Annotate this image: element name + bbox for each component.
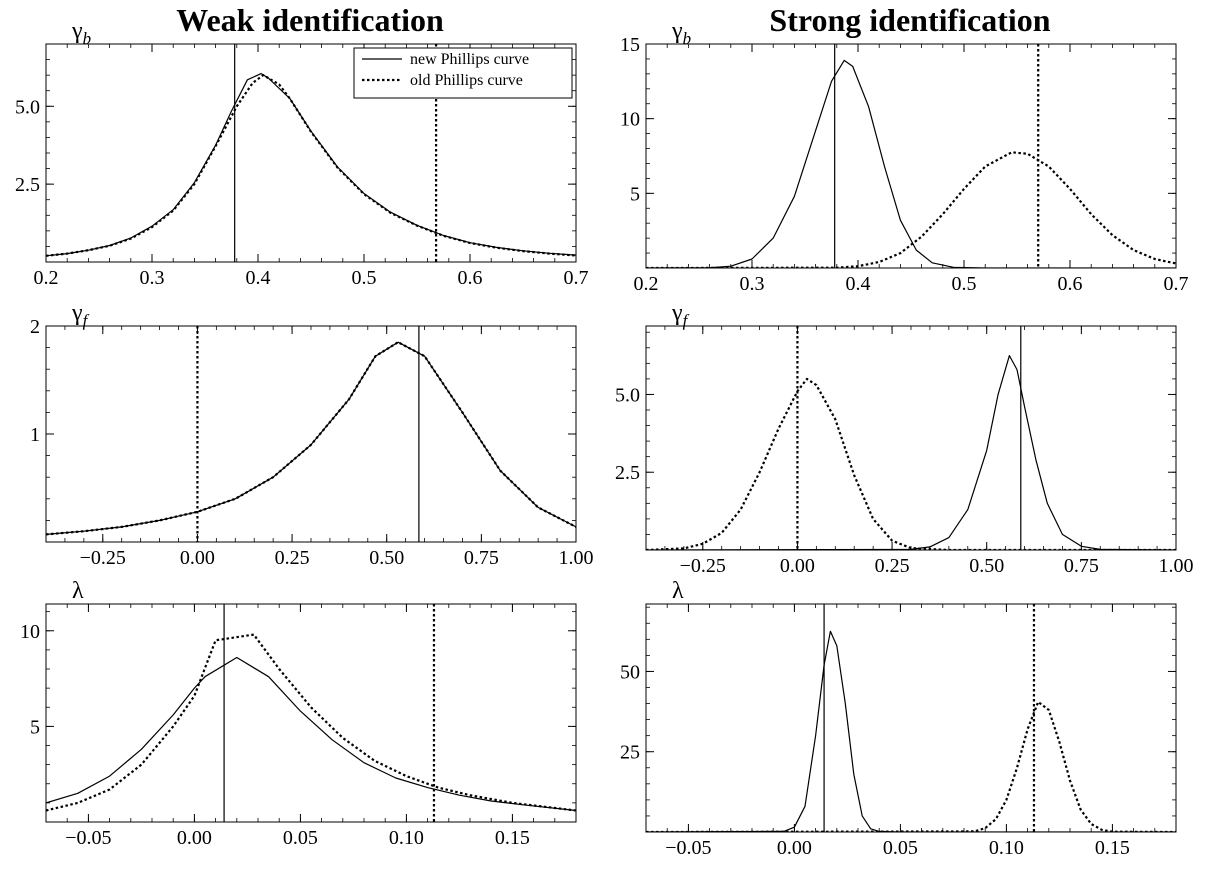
panel-strong-gamma-b: 0.2 0.3 0.4 0.5 0.6 0.7 5 10 15 γb <box>620 18 1189 295</box>
y-tick-label: 5.0 <box>615 384 640 406</box>
series-old-phillips-curve <box>646 377 1176 550</box>
variable-label: γf <box>71 300 90 330</box>
series-new-phillips-curve <box>646 355 1176 550</box>
variable-subscript: b <box>683 29 692 48</box>
legend-label: new Phillips curve <box>410 51 529 68</box>
x-tick-label: 0.3 <box>140 267 165 289</box>
x-tick-label: 0.25 <box>275 547 310 569</box>
x-tick-label: 0.05 <box>283 827 318 849</box>
variable-label: λ <box>672 578 684 604</box>
x-tick-label: 0.4 <box>246 267 271 289</box>
y-tick-label: 2.5 <box>15 174 40 196</box>
series-old-phillips-curve <box>646 700 1176 832</box>
x-tick-label: 0.4 <box>846 273 871 295</box>
plot-frame <box>45 325 577 543</box>
x-tick-label: 0.2 <box>34 267 59 289</box>
x-tick-label: 1.00 <box>559 547 594 569</box>
series-new-phillips-curve <box>46 341 576 535</box>
x-tick-label: 0.00 <box>180 547 215 569</box>
series-new-phillips-curve <box>646 59 1176 268</box>
legend-label: old Phillips curve <box>410 72 523 89</box>
x-tick-label: 0.3 <box>740 273 765 295</box>
x-tick-label: 0.25 <box>875 555 910 577</box>
x-tick-label: 0.5 <box>352 267 377 289</box>
x-tick-label: 0.50 <box>969 555 1004 577</box>
right-column-title: Strong identification <box>769 2 1051 38</box>
plot-frame <box>645 325 1177 551</box>
series-old-phillips-curve <box>646 151 1176 268</box>
x-tick-label: 0.00 <box>177 827 212 849</box>
series-new-phillips-curve <box>46 656 576 812</box>
y-tick-label: 2 <box>30 316 40 338</box>
x-tick-label: −0.25 <box>680 555 726 577</box>
plot-frame <box>645 43 1177 269</box>
x-tick-label: 0.7 <box>564 267 589 289</box>
y-tick-label: 5 <box>630 183 640 205</box>
x-tick-label: −0.25 <box>80 547 126 569</box>
x-tick-label: 0.15 <box>495 827 530 849</box>
plot-frame <box>645 603 1177 833</box>
x-tick-label: 0.7 <box>1164 273 1189 295</box>
y-tick-label: 1 <box>30 424 40 446</box>
x-tick-label: −0.05 <box>665 837 711 859</box>
panel-weak-gamma-b: 0.2 0.3 0.4 0.5 0.6 0.7 2.5 5.0 γb new Phillips c… <box>15 18 589 289</box>
x-tick-label: 0.10 <box>989 837 1024 859</box>
series-old-phillips-curve <box>46 341 576 536</box>
panel-weak-gamma-f: −0.25 0.00 0.25 0.50 0.75 1.00 1 2 γf <box>30 300 594 569</box>
x-tick-label: 0.75 <box>1064 555 1099 577</box>
left-column-title: Weak identification <box>176 2 444 38</box>
legend-box <box>353 47 573 99</box>
x-tick-label: 0.00 <box>780 555 815 577</box>
x-tick-label: 0.15 <box>1095 837 1130 859</box>
plot-frame <box>45 603 577 823</box>
panel-strong-lambda: −0.05 0.00 0.05 0.10 0.15 25 50 λ <box>620 578 1177 859</box>
y-tick-label: 10 <box>20 621 40 643</box>
series-old-phillips-curve <box>46 74 576 257</box>
variable-label: γf <box>671 300 690 330</box>
series-old-phillips-curve <box>46 633 576 812</box>
y-tick-label: 50 <box>620 661 640 683</box>
x-tick-label: 0.75 <box>464 547 499 569</box>
y-tick-label: 25 <box>620 742 640 764</box>
x-tick-label: 1.00 <box>1159 555 1194 577</box>
x-tick-label: 0.05 <box>883 837 918 859</box>
x-tick-label: 0.6 <box>458 267 483 289</box>
x-tick-label: 0.10 <box>389 827 424 849</box>
y-tick-label: 5 <box>30 716 40 738</box>
y-tick-label: 10 <box>620 109 640 131</box>
variable-label: γb <box>671 18 691 48</box>
variable-label: λ <box>72 578 84 604</box>
variable-subscript: f <box>83 311 90 330</box>
x-tick-label: −0.05 <box>65 827 111 849</box>
legend: new Phillips curve old Phillips curve <box>353 47 573 99</box>
y-tick-label: 15 <box>620 34 640 56</box>
y-tick-label: 2.5 <box>615 462 640 484</box>
series-new-phillips-curve <box>46 73 576 257</box>
x-tick-label: 0.2 <box>634 273 659 295</box>
x-tick-label: 0.6 <box>1058 273 1083 295</box>
variable-label: γb <box>71 18 91 48</box>
x-tick-label: 0.5 <box>952 273 977 295</box>
series-new-phillips-curve <box>646 630 1176 832</box>
y-tick-label: 5.0 <box>15 96 40 118</box>
x-tick-label: 0.00 <box>777 837 812 859</box>
panel-weak-lambda: −0.05 0.00 0.05 0.10 0.15 5 10 λ <box>20 578 577 849</box>
panel-strong-gamma-f: −0.25 0.00 0.25 0.50 0.75 1.00 2.5 5.0 γf <box>615 300 1194 577</box>
variable-subscript: b <box>83 29 92 48</box>
variable-subscript: f <box>683 311 690 330</box>
x-tick-label: 0.50 <box>369 547 404 569</box>
